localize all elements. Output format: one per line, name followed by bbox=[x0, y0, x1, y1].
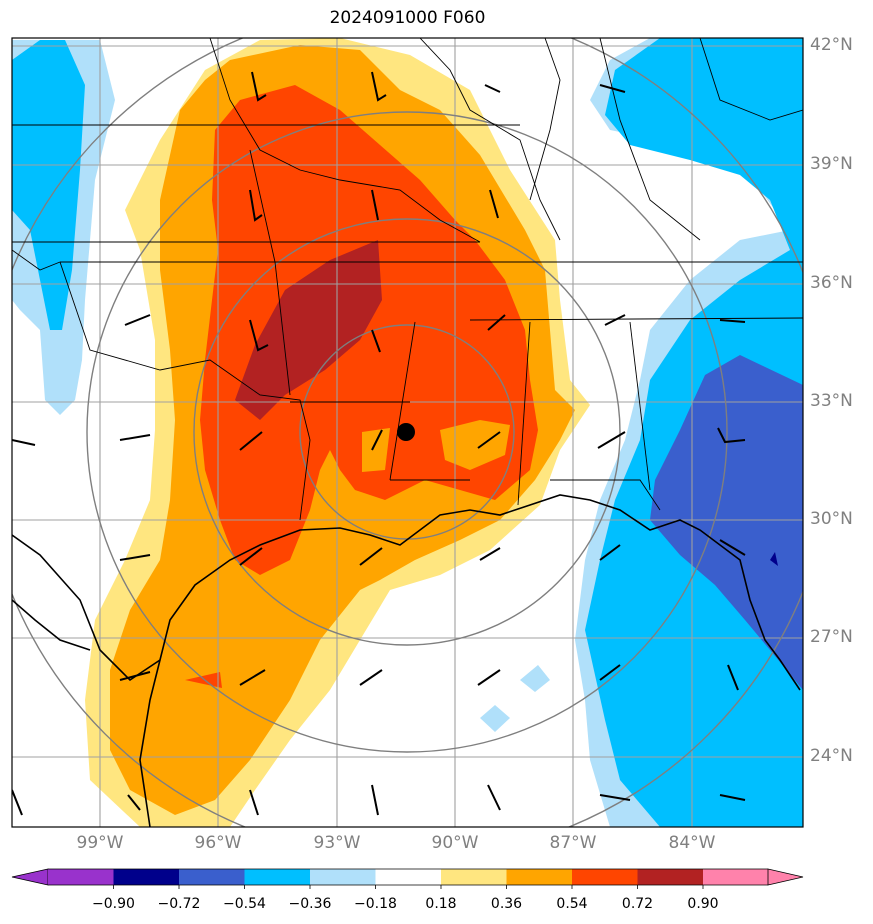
colorbar bbox=[11, 868, 804, 889]
lat-label-42: 42°N bbox=[810, 35, 853, 55]
storm-center-marker bbox=[397, 423, 415, 441]
range-rings bbox=[12, 38, 803, 827]
lon-label-99: 99°W bbox=[76, 833, 124, 853]
colorbar-tick: 0.72 bbox=[621, 896, 654, 912]
lat-label-24: 24°N bbox=[810, 746, 853, 766]
lon-label-93: 93°W bbox=[313, 833, 361, 853]
lat-label-30: 30°N bbox=[810, 509, 853, 529]
map-title: 2024091000 F060 bbox=[329, 8, 486, 28]
colorbar-tick: 0.18 bbox=[425, 896, 457, 912]
lon-label-90: 90°W bbox=[431, 833, 479, 853]
colorbar-tick: −0.72 bbox=[157, 896, 201, 912]
neg-region-east-strong bbox=[650, 355, 803, 690]
colorbar-tick: 0.54 bbox=[556, 896, 588, 912]
coastline bbox=[12, 494, 801, 827]
neg-region-west-core bbox=[12, 40, 85, 330]
pos-region-3b bbox=[185, 672, 222, 688]
colorbar-tick: 0.90 bbox=[687, 896, 719, 912]
colorbar-tick: −0.90 bbox=[92, 896, 135, 912]
lon-label-84: 84°W bbox=[668, 833, 716, 853]
lat-label-33: 33°N bbox=[810, 391, 853, 411]
pos-region-4 bbox=[235, 240, 382, 420]
map-frame bbox=[11, 37, 804, 828]
lon-label-96: 96°W bbox=[194, 833, 242, 853]
lat-label-36: 36°N bbox=[810, 273, 853, 293]
lat-label-39: 39°N bbox=[810, 154, 853, 174]
state-borders bbox=[12, 38, 803, 521]
colorbar-tick: −0.18 bbox=[354, 896, 397, 912]
colorbar-tick: −0.36 bbox=[288, 896, 332, 912]
wind-barbs bbox=[12, 71, 746, 816]
lat-label-27: 27°N bbox=[810, 627, 853, 647]
map-area bbox=[12, 38, 803, 827]
colorbar-tick: 0.36 bbox=[490, 896, 523, 912]
graticule bbox=[12, 38, 803, 827]
neg-region-east-min bbox=[770, 552, 778, 566]
lon-label-87: 87°W bbox=[549, 833, 597, 853]
colorbar-tick: −0.54 bbox=[223, 896, 266, 912]
